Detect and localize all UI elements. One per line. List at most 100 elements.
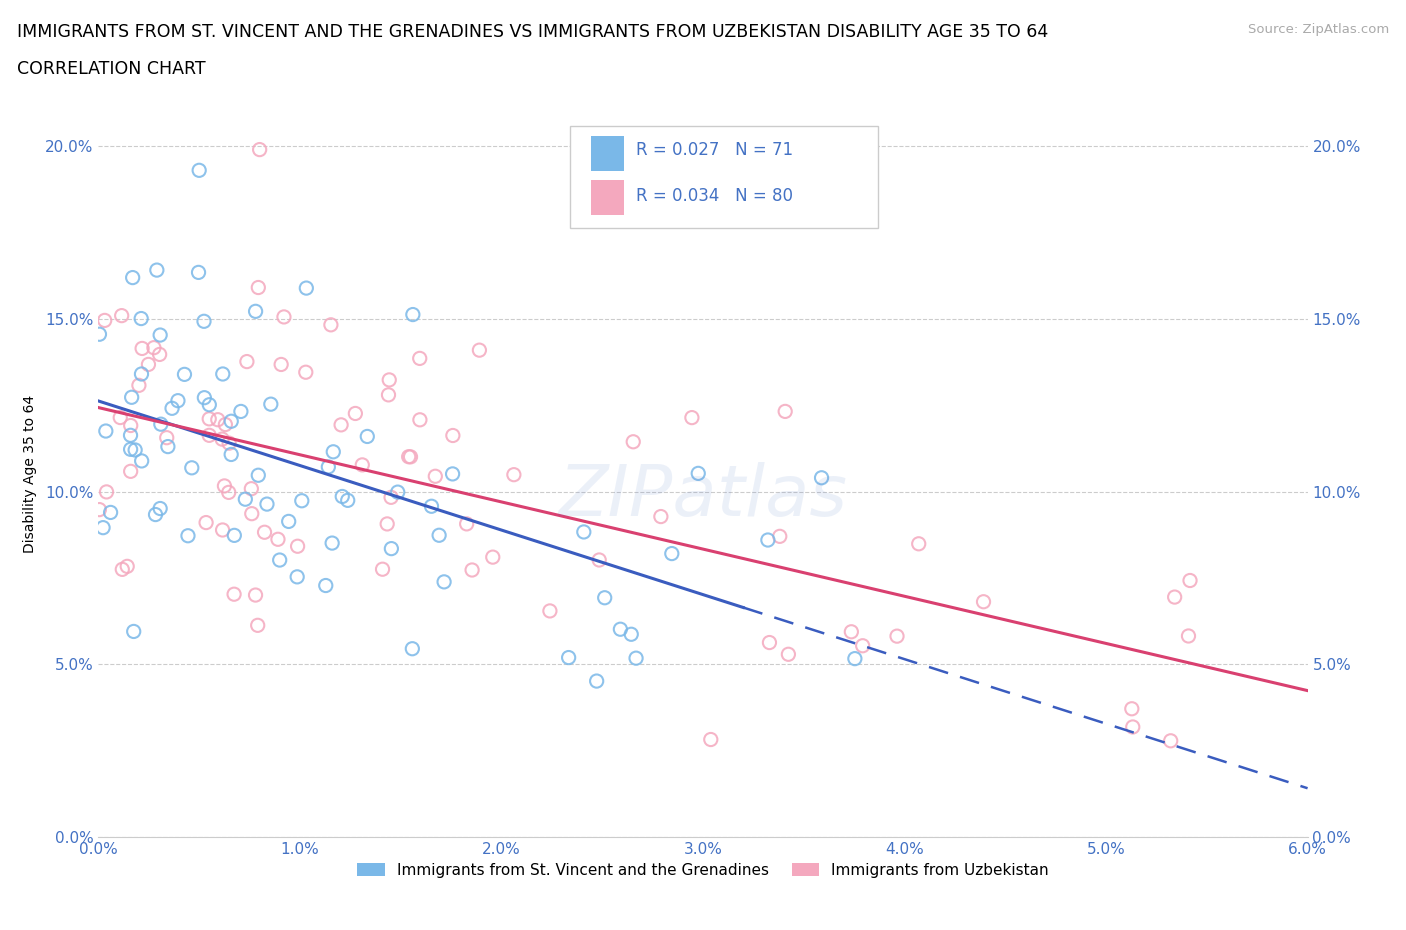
Point <box>122 624 145 639</box>
Point <box>111 308 134 323</box>
Point <box>398 449 420 464</box>
Point <box>681 410 703 425</box>
Point <box>427 528 450 543</box>
Point <box>330 489 353 504</box>
Point <box>810 471 832 485</box>
Text: Source: ZipAtlas.com: Source: ZipAtlas.com <box>1249 23 1389 36</box>
Point <box>1178 573 1201 588</box>
Point <box>173 367 195 382</box>
Point <box>193 391 215 405</box>
Point <box>973 594 995 609</box>
Point <box>121 390 143 405</box>
Point <box>218 485 240 499</box>
Text: ZIPatlas: ZIPatlas <box>558 461 848 530</box>
Point <box>89 326 111 341</box>
Point <box>624 651 647 666</box>
Point <box>198 428 221 443</box>
Text: CORRELATION CHART: CORRELATION CHART <box>17 60 205 78</box>
Point <box>291 493 314 508</box>
Point <box>160 401 183 416</box>
Point <box>294 365 316 379</box>
Point <box>149 417 172 432</box>
Point <box>778 647 800 662</box>
Point <box>852 638 875 653</box>
Point <box>229 404 252 418</box>
Point <box>572 525 595 539</box>
Point <box>129 312 152 326</box>
Point <box>245 588 267 603</box>
Point <box>214 417 236 432</box>
Point <box>352 458 374 472</box>
Point <box>1160 734 1182 749</box>
Point <box>773 404 796 418</box>
Point <box>124 443 146 458</box>
Point <box>207 412 229 427</box>
Point <box>756 533 779 548</box>
FancyBboxPatch shape <box>569 126 879 228</box>
Point <box>1177 629 1199 644</box>
Point <box>131 341 153 356</box>
Point <box>844 651 866 666</box>
Point <box>267 532 290 547</box>
Point <box>273 310 295 325</box>
Point <box>131 454 153 469</box>
Point <box>420 498 443 513</box>
Point <box>318 459 340 474</box>
Point <box>481 550 503 565</box>
Point <box>219 414 242 429</box>
Point <box>461 563 484 578</box>
Point <box>149 347 172 362</box>
Point <box>89 502 111 517</box>
Point <box>93 313 115 328</box>
Point <box>285 569 308 584</box>
Point <box>246 618 269 632</box>
Point <box>538 604 561 618</box>
Point <box>375 516 398 531</box>
Point <box>620 627 643 642</box>
Point <box>156 431 179 445</box>
Point <box>377 388 399 403</box>
Point <box>167 393 190 408</box>
Point <box>344 406 367 421</box>
Point <box>121 270 143 285</box>
Point <box>593 591 616 605</box>
Point <box>240 481 263 496</box>
Point <box>156 439 179 454</box>
Point <box>371 562 394 577</box>
Point <box>425 469 447 484</box>
Point <box>502 467 524 482</box>
Point <box>336 493 359 508</box>
Point <box>142 340 165 355</box>
Point <box>1121 701 1143 716</box>
Point <box>315 578 337 593</box>
Point <box>131 366 153 381</box>
Point <box>1122 720 1144 735</box>
Point <box>219 447 242 462</box>
Point <box>688 466 710 481</box>
Point <box>456 516 478 531</box>
Point <box>115 559 138 574</box>
Point <box>907 537 929 551</box>
Point <box>214 479 236 494</box>
Point <box>198 397 221 412</box>
Point <box>401 642 423 657</box>
Point <box>356 429 378 444</box>
Legend: Immigrants from St. Vincent and the Grenadines, Immigrants from Uzbekistan: Immigrants from St. Vincent and the Gren… <box>352 857 1054 884</box>
Point <box>380 541 402 556</box>
Point <box>120 464 142 479</box>
Point <box>247 280 270 295</box>
Point <box>198 411 221 426</box>
Point <box>145 507 167 522</box>
Point <box>94 423 117 438</box>
Point <box>96 485 118 499</box>
Point <box>287 538 309 553</box>
Point <box>441 467 464 482</box>
Point <box>187 265 209 280</box>
Point <box>195 515 218 530</box>
Point <box>387 485 409 499</box>
Text: R = 0.034   N = 80: R = 0.034 N = 80 <box>637 187 793 205</box>
Point <box>224 528 246 543</box>
Point <box>222 587 245 602</box>
Point <box>149 327 172 342</box>
Point <box>322 445 344 459</box>
